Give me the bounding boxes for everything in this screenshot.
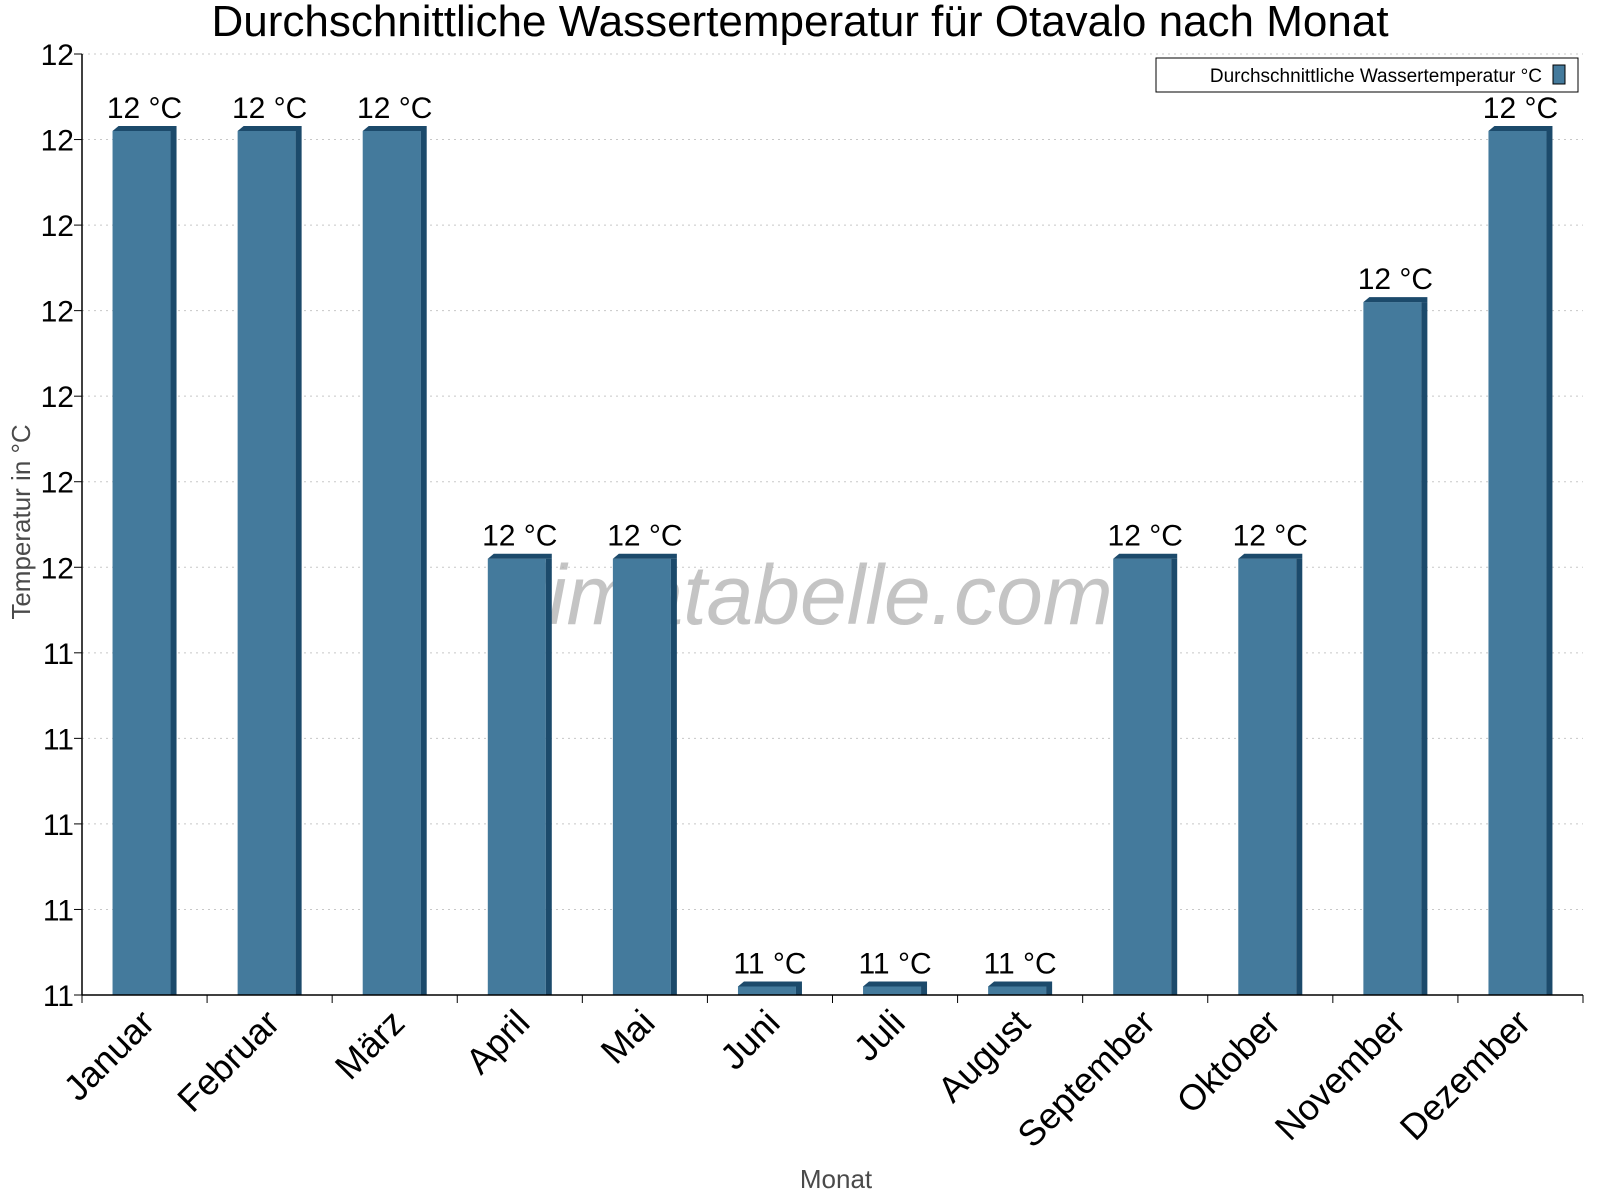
- bar-value-label: 12 °C: [357, 92, 432, 125]
- x-axis-ticks: Januar Februar März April Mai Juni Juli AugustS…: [55, 995, 1584, 1156]
- bar: [112, 130, 171, 995]
- bar: [1363, 302, 1422, 996]
- bar-side: [1171, 558, 1178, 995]
- bar-top: [737, 981, 802, 987]
- bar: [1238, 558, 1297, 995]
- bar: [863, 986, 922, 995]
- bar-side: [1046, 986, 1053, 995]
- bar-side: [1296, 558, 1303, 995]
- bar-value-label: 11 °C: [984, 947, 1057, 980]
- legend-label: Durchschnittliche Wassertemperatur °C: [1210, 66, 1542, 87]
- x-tick-label: August: [930, 1002, 1038, 1110]
- x-tick-label: März: [327, 1002, 413, 1088]
- y-tick-label: 11: [43, 980, 74, 1013]
- bar-value-label: 11 °C: [858, 947, 931, 980]
- bar-top: [863, 981, 928, 987]
- bar-side: [670, 558, 677, 995]
- y-tick-label: 12: [41, 381, 74, 414]
- x-tick-label: Februar: [169, 1002, 287, 1120]
- bar-top: [362, 125, 427, 131]
- chart-title: Durchschnittliche Wassertemperatur für O…: [211, 0, 1388, 46]
- watermark-logo: klimatabelle.com: [487, 548, 1113, 642]
- y-tick-label: 12: [41, 467, 74, 500]
- legend-box: [1155, 57, 1579, 93]
- x-tick-label: Juni: [712, 1002, 788, 1078]
- bar-value-label: 11 °C: [733, 947, 806, 980]
- y-axis-ticks: 11 11 11 11 11 12 12 12 12 12 12 12: [41, 39, 82, 1013]
- x-tick-label: November: [1267, 1002, 1413, 1148]
- y-tick-label: 11: [43, 809, 74, 842]
- grid-lines: [82, 53, 1583, 910]
- bar-side: [1421, 302, 1428, 996]
- y-tick-label: 12: [41, 125, 74, 158]
- bar-top: [112, 125, 177, 131]
- bar-value-label: 12 °C: [107, 92, 182, 125]
- bar: [487, 558, 546, 995]
- bar-side: [170, 130, 177, 995]
- x-tick-label: Mai: [593, 1002, 663, 1072]
- bar-value-label: 12 °C: [607, 520, 682, 553]
- bar: [1488, 130, 1547, 995]
- bar-side: [545, 558, 552, 995]
- y-tick-label: 12: [41, 39, 74, 72]
- legend: Durchschnittliche Wassertemperatur °C: [1155, 57, 1579, 93]
- bar-side: [420, 130, 427, 995]
- y-tick-label: 12: [41, 552, 74, 585]
- x-tick-label: Oktober: [1168, 1002, 1288, 1122]
- bar-value-label: 12 °C: [1233, 520, 1308, 553]
- bar-top: [988, 981, 1053, 987]
- y-tick-label: 12: [41, 210, 74, 243]
- x-tick-label: April: [458, 1002, 538, 1082]
- bar: [1113, 558, 1172, 995]
- x-tick-label: Juli: [846, 1002, 913, 1069]
- legend-swatch: [1552, 64, 1566, 85]
- bar: [362, 130, 421, 995]
- bar-top: [1238, 553, 1303, 559]
- bar-top: [612, 553, 677, 559]
- x-tick-label: Januar: [55, 1002, 162, 1109]
- axes: [81, 54, 1583, 996]
- bar-top: [237, 125, 302, 131]
- y-tick-label: 11: [43, 894, 74, 927]
- bar-value-label: 12 °C: [482, 520, 557, 553]
- bar-value-label: 12 °C: [1108, 520, 1183, 553]
- bar-value-label: 12 °C: [1358, 263, 1433, 296]
- bar-side: [1546, 130, 1553, 995]
- bar-top: [1488, 125, 1553, 131]
- bar: [737, 986, 796, 995]
- bar-side: [795, 986, 802, 995]
- bar-value-label: 12 °C: [232, 92, 307, 125]
- bar: [988, 986, 1047, 995]
- y-axis-title: Temperatur in °C: [6, 424, 36, 619]
- bar-side: [295, 130, 302, 995]
- bar: [237, 130, 296, 995]
- bar-value-label: 12 °C: [1483, 92, 1558, 125]
- bar-top: [1363, 297, 1428, 303]
- bar: [612, 558, 671, 995]
- y-tick-label: 11: [43, 723, 74, 756]
- x-axis-title: Monat: [800, 1164, 873, 1194]
- y-tick-label: 11: [43, 638, 74, 671]
- bar-top: [487, 553, 552, 559]
- y-tick-label: 12: [41, 296, 74, 329]
- x-tick-label: Dezember: [1392, 1002, 1538, 1148]
- bar-top: [1113, 553, 1178, 559]
- x-tick-label: September: [1009, 1002, 1163, 1156]
- bar-series: 12 °C 12 °C 12 °C 12 °C 12 °C 11 °C 11 °C 11 °C…: [107, 92, 1558, 996]
- bar-side: [921, 986, 928, 995]
